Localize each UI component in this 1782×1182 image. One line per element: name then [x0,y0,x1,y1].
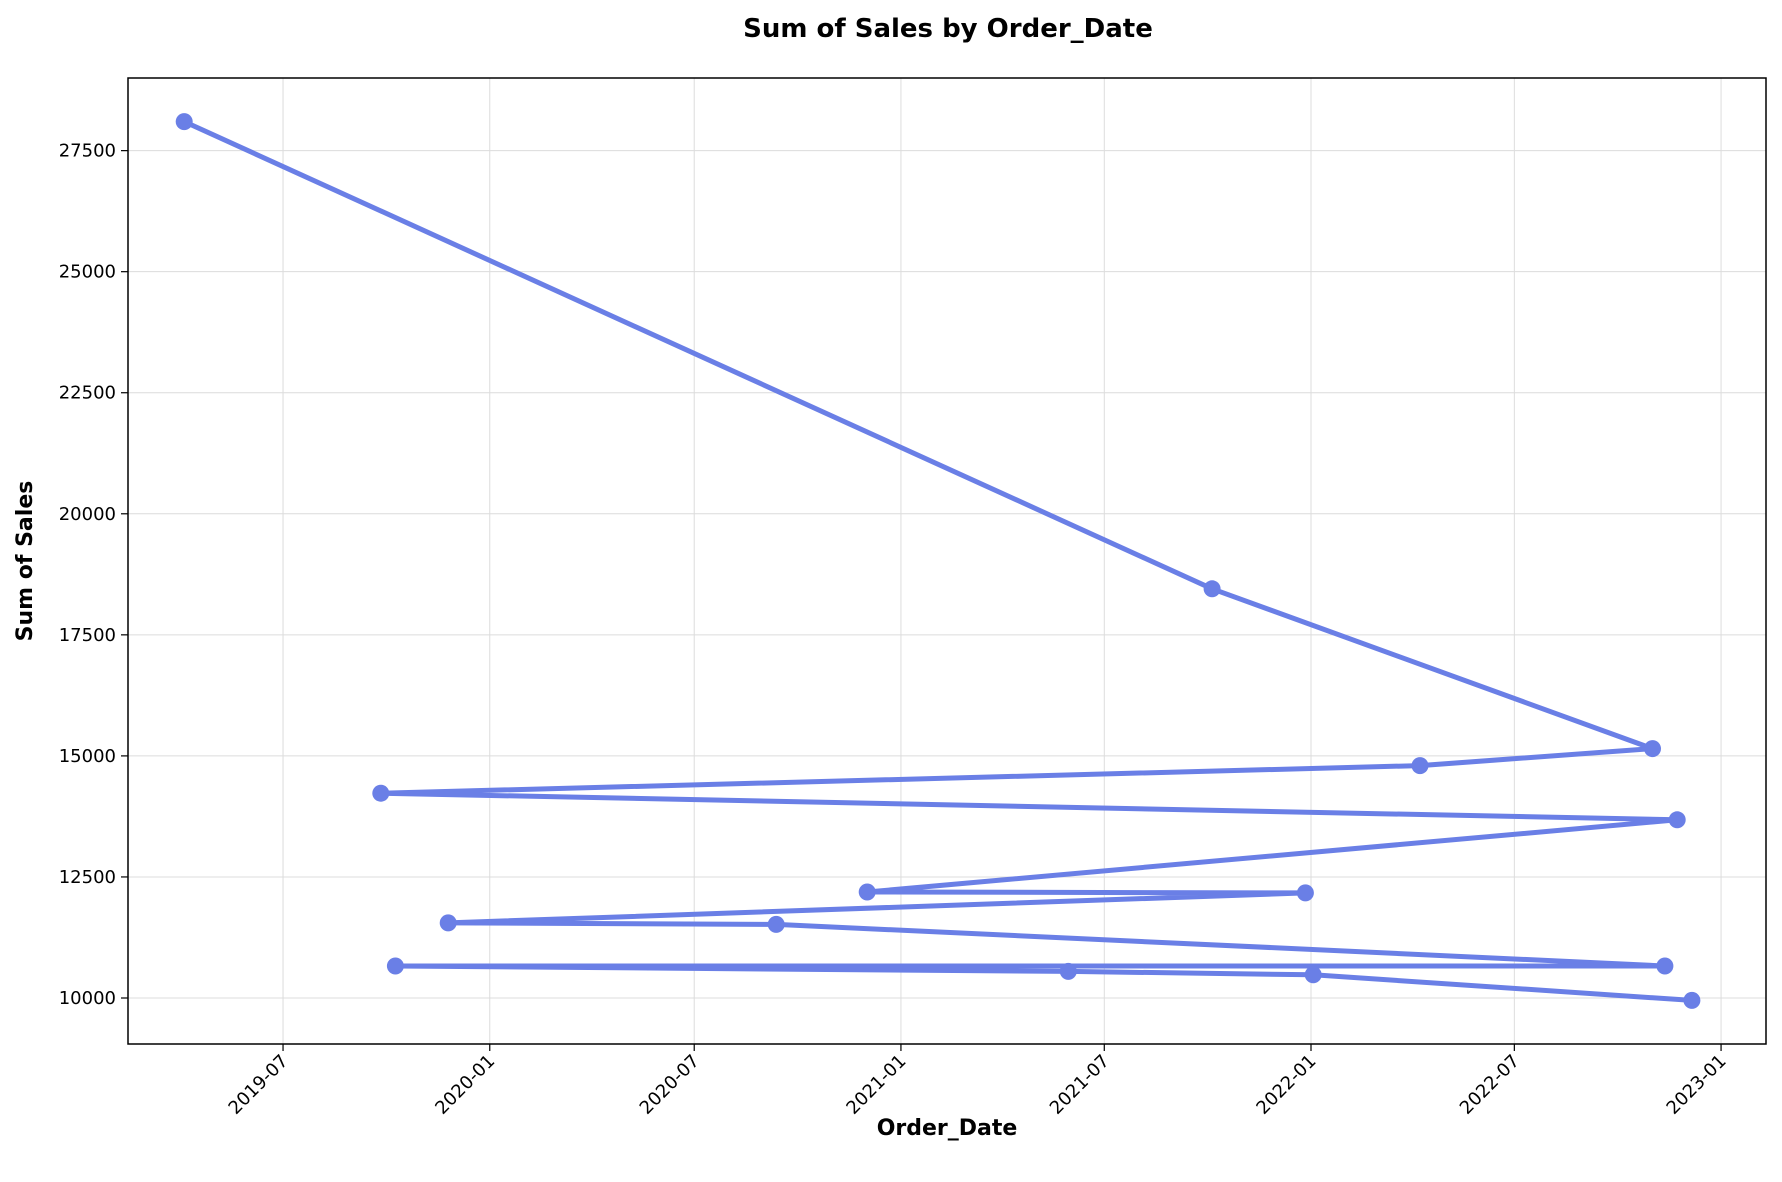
x-axis-label: Order_Date [877,1116,1018,1141]
x-tick-label: 2021-07 [1046,1051,1114,1119]
x-axis: 2019-07 2020-01 2020-07 2021-01 2021-07 2022-… [225,1044,1731,1119]
data-point [439,914,457,932]
data-point [1644,740,1661,758]
x-tick-label: 2022-01 [1252,1051,1320,1119]
y-tick-label: 12500 [59,867,116,888]
data-point [1668,811,1686,829]
x-tick-label: 2020-01 [431,1051,499,1119]
y-tick-label: 27500 [59,141,116,162]
data-point [386,957,404,975]
x-tick-label: 2020-07 [636,1051,704,1119]
series-line [181,119,1695,1003]
data-point [1304,966,1322,984]
data-point [1203,580,1221,598]
data-point [175,113,193,131]
data-point [858,883,876,901]
data-point [1656,957,1674,975]
y-axis: 10000 12500 15000 17500 20000 22500 25000 27500 [59,141,128,1009]
plot-frame [127,77,1767,1045]
x-tick-label: 2022-07 [1456,1051,1524,1119]
y-tick-label: 25000 [59,262,116,283]
data-point [767,915,785,933]
grid-lines [128,78,1766,1044]
y-tick-label: 17500 [59,625,116,646]
x-tick-label: 2023-01 [1663,1051,1731,1119]
data-point [1059,962,1077,980]
data-point [1296,884,1314,902]
x-tick-label: 2019-07 [225,1051,293,1119]
series-sales [175,113,1701,1009]
data-point [372,784,390,802]
data-point [1683,991,1701,1009]
y-axis-label: Sum of Sales [13,481,38,642]
y-tick-label: 20000 [59,504,116,525]
chart-title: Sum of Sales by Order_Date [743,14,1153,44]
data-point [1411,757,1429,775]
y-tick-label: 10000 [59,988,116,1009]
y-tick-label: 15000 [59,746,116,767]
x-tick-label: 2021-01 [842,1051,910,1119]
y-tick-label: 22500 [59,383,116,404]
